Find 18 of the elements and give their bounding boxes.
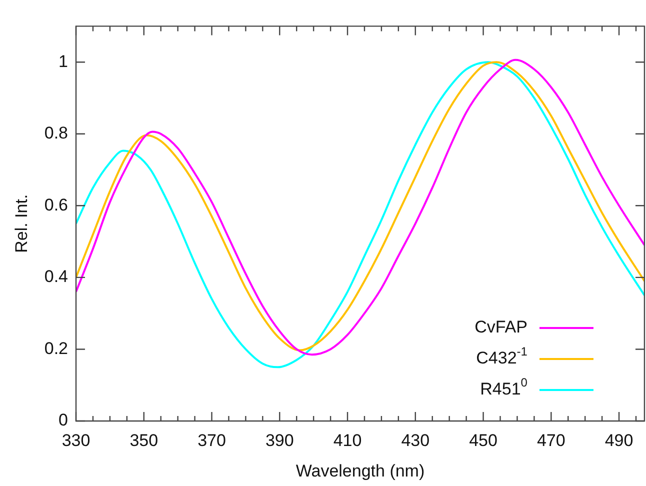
- x-tick-label: 330: [62, 430, 90, 450]
- x-tick-label: 430: [401, 430, 430, 450]
- x-tick-label: 350: [130, 430, 158, 450]
- y-tick-label: 0: [58, 410, 68, 430]
- y-tick-label: 1: [58, 52, 68, 71]
- y-tick-label: 0.2: [44, 338, 68, 358]
- y-tick-label: 0.6: [44, 195, 68, 214]
- y-axis-title: Rel. Int.: [12, 194, 31, 253]
- y-tick-label: 0.4: [44, 267, 68, 286]
- y-tick-label: 0.8: [44, 124, 68, 143]
- legend-label: CvFAP: [474, 318, 528, 337]
- x-tick-label: 370: [198, 430, 226, 450]
- x-axis-title: Wavelength (nm): [296, 461, 425, 480]
- x-tick-label: 490: [604, 430, 634, 450]
- x-tick-label: 450: [469, 430, 498, 450]
- x-tick-label: 410: [333, 430, 362, 450]
- x-tick-label: 470: [536, 430, 566, 450]
- x-tick-label: 390: [265, 430, 294, 450]
